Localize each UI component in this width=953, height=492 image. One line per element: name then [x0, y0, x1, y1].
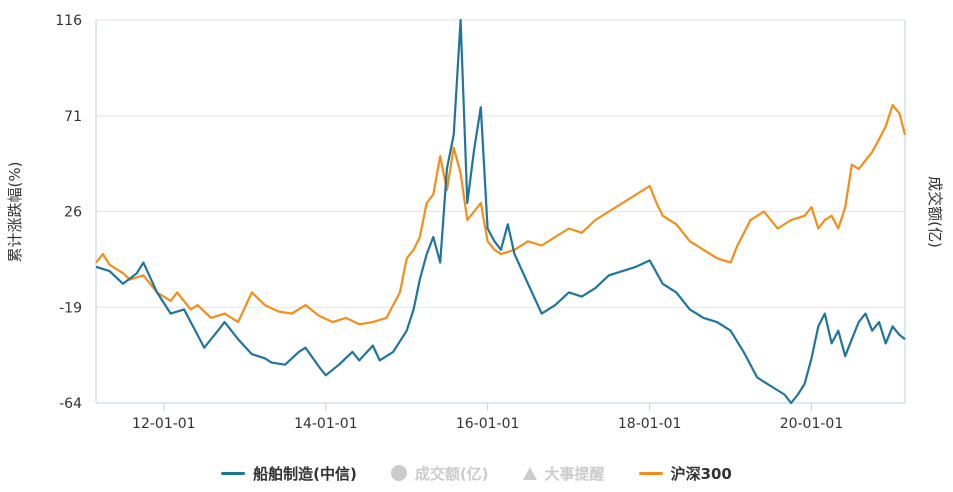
legend-item[interactable]: 沪深300: [638, 463, 732, 484]
chart-svg: 116 71 26 -19 -64 12-01-01 14-01-01 16-01-01 18-…: [6, 13, 944, 432]
legend-item[interactable]: 船舶制造(中信): [221, 463, 357, 484]
y-tick-label: 116: [55, 13, 82, 29]
y-tick-label: 71: [64, 109, 82, 125]
x-tick-label: 12-01-01: [132, 416, 196, 432]
legend-label: 沪深300: [670, 464, 732, 483]
legend-item[interactable]: 大事提醒: [522, 463, 605, 484]
x-tick-label: 14-01-01: [294, 416, 358, 432]
x-tick-label: 16-01-01: [456, 416, 520, 432]
y-axis-label-left: 累计涨跌幅(%): [6, 162, 24, 263]
y-tick-label: 26: [64, 205, 82, 221]
y-axis-label-right: 成交额(亿): [926, 176, 944, 248]
axis-layer: 116 71 26 -19 -64 12-01-01 14-01-01 16-01-01 18-…: [55, 13, 906, 432]
legend-label: 成交额(亿): [414, 464, 489, 483]
x-tick-label: 18-01-01: [618, 416, 682, 432]
x-tick-label: 20-01-01: [780, 416, 844, 432]
series-line-3: [95, 104, 907, 326]
legend-line-icon: [638, 471, 663, 475]
series-layer: [95, 18, 907, 405]
legend-label: 大事提醒: [544, 464, 605, 483]
legend-triangle-icon: [522, 466, 537, 480]
y-tick-label: -19: [59, 300, 82, 316]
y-tick-label: -64: [59, 396, 82, 412]
legend-line-icon: [221, 471, 246, 475]
legend-circle-icon: [390, 465, 407, 481]
series-line-0: [95, 18, 906, 405]
legend-label: 船舶制造(中信): [253, 464, 357, 483]
grid-layer: [96, 19, 905, 404]
legend-item[interactable]: 成交额(亿): [390, 463, 489, 484]
legend: 船舶制造(中信) 成交额(亿) 大事提醒 沪深300: [0, 458, 953, 488]
